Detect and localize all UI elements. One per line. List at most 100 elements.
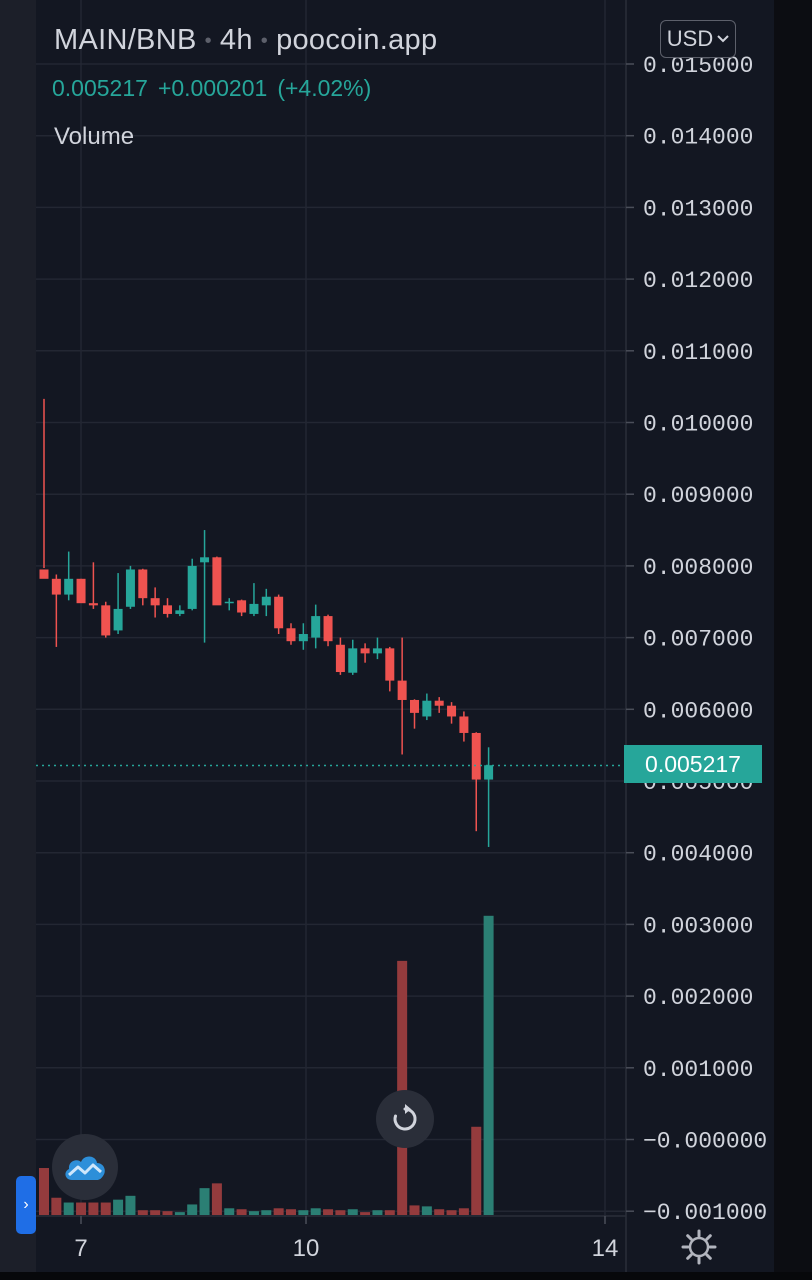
price-tick-label: 0.008000 <box>643 555 753 581</box>
price-tick-label: 0.011000 <box>643 340 753 366</box>
reset-chart-icon <box>393 1104 417 1131</box>
volume-bar <box>483 915 494 1215</box>
candle-body <box>335 644 345 673</box>
candles <box>39 398 494 847</box>
logo-button[interactable] <box>52 1134 118 1200</box>
time-tick-label: 10 <box>293 1235 320 1262</box>
symbol-header[interactable]: MAIN/BNB • 4h • poocoin.app <box>54 24 437 57</box>
volume-bar <box>137 1210 148 1215</box>
volume-bar <box>125 1195 136 1215</box>
candle-body <box>372 648 382 654</box>
bottom-edge <box>0 1272 812 1280</box>
price-tick-label: 0.010000 <box>643 412 753 438</box>
candle-body <box>286 628 296 642</box>
volume-bar <box>397 960 408 1215</box>
volume-bar <box>199 1188 210 1215</box>
volume-bar <box>360 1212 371 1215</box>
price-tick-label: 0.002000 <box>643 985 753 1011</box>
volume-bar <box>286 1209 296 1215</box>
candle-body <box>237 600 247 613</box>
last-price-tag: 0.005217 <box>624 745 762 783</box>
volume-bar <box>63 1202 74 1215</box>
cloud-chart-logo-icon <box>65 1156 105 1180</box>
candle-body <box>397 680 407 700</box>
volume-bar <box>236 1209 247 1215</box>
reset-chart-button[interactable] <box>376 1090 434 1148</box>
candle-body <box>200 557 210 563</box>
volume-bar <box>335 1210 346 1215</box>
separator-dot: • <box>204 29 212 52</box>
pair-label: MAIN/BNB <box>54 24 197 56</box>
volume-bar <box>310 1208 321 1215</box>
currency-button[interactable]: USD <box>660 20 736 58</box>
candle-body <box>51 578 61 595</box>
candle-body <box>360 648 370 654</box>
price-tick-label: −0.000000 <box>643 1129 767 1155</box>
volume-bar <box>248 1211 259 1215</box>
volume-bar <box>298 1210 309 1215</box>
volume-bar <box>347 1209 358 1215</box>
price-readout: 0.005217 +0.000201 (+4.02%) <box>52 75 381 102</box>
price-tick-label: 0.013000 <box>643 196 753 222</box>
interval-label: 4h <box>219 24 253 56</box>
chevron-right-icon: › <box>23 1196 29 1213</box>
price-change-pct: (+4.02%) <box>277 75 372 101</box>
volume-bar <box>150 1210 161 1215</box>
grid <box>36 0 626 1216</box>
volume-bar <box>100 1202 111 1215</box>
gear-icon[interactable] <box>680 1228 718 1266</box>
time-tick-label: 14 <box>592 1235 619 1262</box>
volume-bar <box>162 1211 173 1215</box>
candle-body <box>175 610 185 614</box>
price-tick-label: 0.001000 <box>643 1057 753 1083</box>
volume-bar <box>174 1212 185 1215</box>
candle-body <box>249 603 259 614</box>
candle-body <box>101 605 111 636</box>
volume-bar <box>434 1209 445 1215</box>
candle-body <box>323 616 333 642</box>
volume-indicator-label[interactable]: Volume <box>54 123 135 150</box>
volume-bar <box>409 1205 420 1215</box>
volume-bar <box>323 1209 334 1215</box>
price-tick-label: 0.004000 <box>643 842 753 868</box>
volume-bar <box>372 1210 383 1215</box>
candle-body <box>163 605 172 614</box>
volume-bar <box>384 1210 395 1215</box>
candle-body <box>39 569 49 579</box>
price-axis[interactable]: 0.0150000.0140000.0130000.0120000.011000… <box>626 53 767 1226</box>
volume-bar <box>39 1168 49 1215</box>
candle-body <box>471 732 481 780</box>
right-edge <box>774 0 812 1280</box>
volume-bar <box>273 1208 284 1215</box>
volume-bar <box>76 1202 87 1215</box>
price-tick-label: 0.012000 <box>643 268 753 294</box>
volume-bar <box>88 1202 99 1215</box>
side-panel-toggle[interactable]: › <box>16 1176 36 1234</box>
candle-body <box>187 565 197 609</box>
candle-body <box>274 596 284 629</box>
price-tick-label: 0.009000 <box>643 483 753 509</box>
price-tick-label: 0.003000 <box>643 913 753 939</box>
candle-body <box>447 705 457 717</box>
candle-body <box>76 578 86 604</box>
last-price: 0.005217 <box>52 75 148 101</box>
volume-bar <box>211 1183 222 1215</box>
candle-body <box>224 601 234 604</box>
candle-body <box>311 616 321 638</box>
candle-body <box>212 557 222 606</box>
candle-body <box>64 578 74 595</box>
candle-body <box>434 700 444 706</box>
candle-body <box>125 569 135 607</box>
candle-body <box>261 596 271 606</box>
chevron-down-icon <box>717 35 729 43</box>
price-tick-label: 0.007000 <box>643 627 753 653</box>
time-tick-label: 7 <box>74 1235 87 1262</box>
candle-body <box>298 634 308 642</box>
price-change: +0.000201 <box>157 75 268 101</box>
price-tick-label: −0.001000 <box>643 1200 767 1226</box>
time-axis[interactable]: 7 10 14 <box>74 1216 618 1262</box>
candle-body <box>348 648 358 673</box>
candle-body <box>422 700 432 717</box>
